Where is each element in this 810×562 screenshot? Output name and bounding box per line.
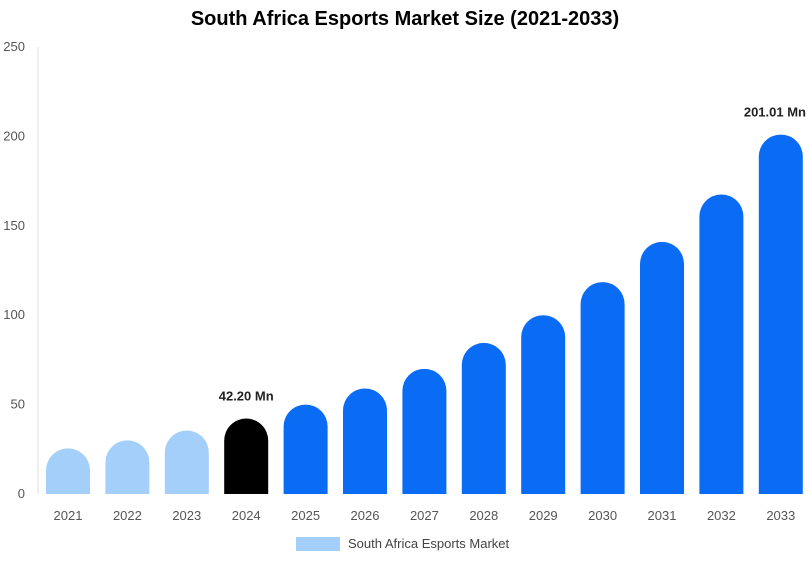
legend-label: South Africa Esports Market bbox=[348, 536, 510, 551]
x-axis-ticks: 2021 2022 2023 2024 2025 2026 2027 2028 2029 2030… bbox=[54, 508, 796, 523]
y-tick-label: 0 bbox=[18, 486, 25, 501]
bar-2021 bbox=[46, 448, 90, 494]
x-tick-label: 2027 bbox=[410, 508, 439, 523]
chart-title: South Africa Esports Market Size (2021-2… bbox=[190, 8, 620, 30]
data-label-2024: 42.20 Mn bbox=[219, 389, 274, 404]
x-tick-label: 2021 bbox=[54, 508, 83, 523]
bar-2029 bbox=[521, 315, 566, 494]
y-tick-label: 100 bbox=[3, 307, 25, 322]
legend-swatch bbox=[296, 536, 340, 551]
x-tick-label: 2033 bbox=[766, 508, 795, 523]
y-tick-label: 150 bbox=[3, 218, 25, 233]
data-labels: 42.20 Mn 201.01 Mn bbox=[219, 105, 806, 404]
data-label-2033: 201.01 Mn bbox=[744, 105, 806, 120]
x-tick-label: 2023 bbox=[172, 508, 201, 523]
bar-2030 bbox=[580, 282, 625, 494]
y-tick-label: 50 bbox=[11, 397, 25, 412]
x-tick-label: 2028 bbox=[469, 508, 498, 523]
bar-2032 bbox=[699, 194, 744, 494]
x-tick-label: 2026 bbox=[351, 508, 380, 523]
y-axis-ticks: 0 50 100 150 200 250 bbox=[3, 39, 25, 501]
x-tick-label: 2024 bbox=[232, 508, 261, 523]
x-tick-label: 2025 bbox=[291, 508, 320, 523]
bar-2022 bbox=[105, 440, 150, 494]
bar-2023 bbox=[164, 430, 209, 494]
bar-2028 bbox=[461, 342, 506, 494]
x-tick-label: 2029 bbox=[529, 508, 558, 523]
bar-series bbox=[46, 134, 803, 494]
x-tick-label: 2030 bbox=[588, 508, 617, 523]
x-tick-label: 2022 bbox=[113, 508, 142, 523]
y-tick-label: 250 bbox=[3, 39, 25, 54]
bar-2033 bbox=[758, 134, 803, 494]
x-tick-label: 2032 bbox=[707, 508, 736, 523]
bar-2025 bbox=[283, 404, 328, 494]
bar-2026 bbox=[343, 388, 387, 494]
y-tick-label: 200 bbox=[3, 128, 25, 143]
bar-2027 bbox=[402, 368, 447, 494]
bar-2031 bbox=[640, 241, 684, 494]
bar-2024 bbox=[224, 418, 269, 494]
legend: South Africa Esports Market bbox=[296, 536, 509, 551]
x-tick-label: 2031 bbox=[648, 508, 677, 523]
